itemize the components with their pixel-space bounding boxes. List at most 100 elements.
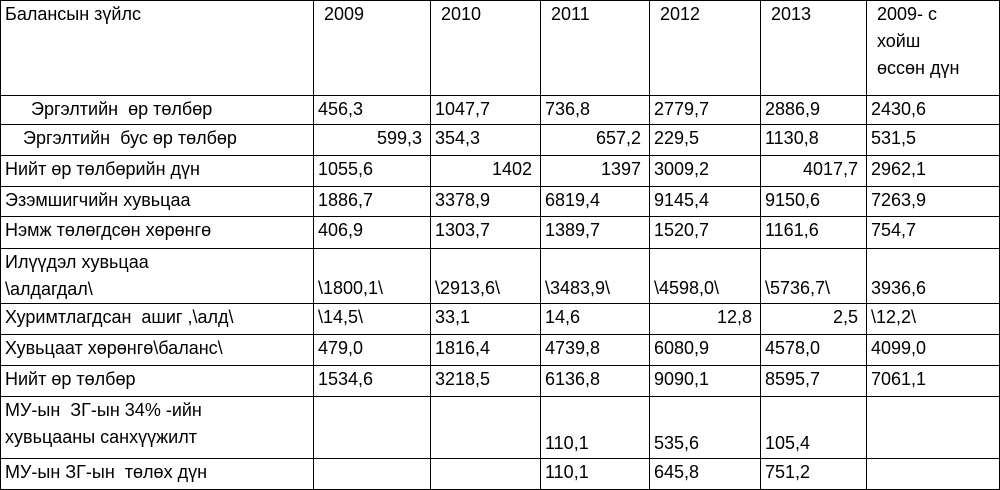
value-cell: 1816,4 [430, 334, 541, 366]
value-cell: 2886,9 [760, 95, 867, 125]
value-cell: 105,4 [760, 396, 867, 459]
cell-line: \алдагдал\ [5, 279, 93, 299]
value-cell: 1161,6 [760, 216, 867, 249]
value-cell: 479,0 [313, 334, 431, 366]
row-label: Эргэлтийн бус өр төлбөр [0, 124, 314, 156]
cell-line: хувьцааны санхүүжилт [5, 427, 197, 447]
value-cell: 1520,7 [649, 216, 761, 249]
value-cell: 1303,7 [430, 216, 541, 249]
cell-line: хойш [877, 31, 921, 51]
row-label: Хуримтлагдсан ашиг ,\алд\ [0, 303, 314, 335]
row-label: Илүүдэл хувьцаа \алдагдал\ [0, 248, 314, 304]
value-cell: 229,5 [649, 124, 761, 156]
value-cell [313, 458, 431, 490]
value-cell: 3009,2 [649, 155, 761, 187]
value-cell [430, 458, 541, 490]
row-label: Нийт өр төлбөрийн дүн [0, 155, 314, 187]
row-label: Нэмж төлөгдсөн хөрөнгө [0, 216, 314, 249]
value-cell: 535,6 [649, 396, 761, 459]
table-row: Эзэмшигчийн хувьцаа 1886,7 3378,9 6819,4 914… [0, 186, 1000, 217]
table-row: Илүүдэл хувьцаа \алдагдал\ \1800,1\ \2913,6… [0, 248, 1000, 304]
value-cell: 599,3 [313, 124, 431, 156]
table-row: Хуримтлагдсан ашиг ,\алд\ \14,5\ 33,1 14,6 1… [0, 303, 1000, 335]
header-cell: 2009 [313, 0, 431, 96]
value-cell: \5736,7\ [760, 248, 867, 304]
value-cell: 110,1 [540, 396, 650, 459]
value-cell: 9150,6 [760, 186, 867, 217]
value-cell: 2962,1 [866, 155, 1000, 187]
header-cell: 2012 [649, 0, 761, 96]
value-cell: 354,3 [430, 124, 541, 156]
table-row: МУ-ын ЗГ-ын төлөх дүн 110,1 645,8 751,2 [0, 458, 1000, 490]
value-cell: 754,7 [866, 216, 1000, 249]
value-cell: 9090,1 [649, 365, 761, 397]
value-cell: 1886,7 [313, 186, 431, 217]
table-row: Нийт өр төлбөр 1534,6 3218,5 6136,8 9090,1 85… [0, 365, 1000, 397]
value-cell: 110,1 [540, 458, 650, 490]
value-cell: 751,2 [760, 458, 867, 490]
value-cell: 1397 [540, 155, 650, 187]
value-cell: \4598,0\ [649, 248, 761, 304]
value-cell: 8595,7 [760, 365, 867, 397]
table-row: Хувьцаат хөрөнгө\баланс\ 479,0 1816,4 4739,… [0, 334, 1000, 366]
row-label: МУ-ын ЗГ-ын төлөх дүн [0, 458, 314, 490]
row-label: Хувьцаат хөрөнгө\баланс\ [0, 334, 314, 366]
row-label: МУ-ын ЗГ-ын 34% -ийн хувьцааны санхүүжилт [0, 396, 314, 459]
header-row: Балансын зүйлс 2009 2010 2011 2012 2013 2009- … [0, 0, 1000, 96]
table-row: Нийт өр төлбөрийн дүн 1055,6 1402 1397 3009,… [0, 155, 1000, 187]
value-cell: 14,6 [540, 303, 650, 335]
value-cell [430, 396, 541, 459]
value-cell: 6136,8 [540, 365, 650, 397]
value-cell: 2,5 [760, 303, 867, 335]
value-cell: \1800,1\ [313, 248, 431, 304]
value-cell: \12,2\ [866, 303, 1000, 335]
value-cell: 1402 [430, 155, 541, 187]
value-cell: 531,5 [866, 124, 1000, 156]
value-cell: 2779,7 [649, 95, 761, 125]
value-cell [866, 396, 1000, 459]
value-cell: 7061,1 [866, 365, 1000, 397]
value-cell: 406,9 [313, 216, 431, 249]
row-label: Эзэмшигчийн хувьцаа [0, 186, 314, 217]
value-cell: 657,2 [540, 124, 650, 156]
value-cell: 4017,7 [760, 155, 867, 187]
value-cell: 3936,6 [866, 248, 1000, 304]
value-cell: \3483,9\ [540, 248, 650, 304]
cell-line: 2009- с [877, 4, 938, 24]
value-cell: 12,8 [649, 303, 761, 335]
value-cell: \14,5\ [313, 303, 431, 335]
value-cell: 4578,0 [760, 334, 867, 366]
header-cell: 2010 [430, 0, 541, 96]
value-cell: 1389,7 [540, 216, 650, 249]
value-cell: 1534,6 [313, 365, 431, 397]
value-cell: \2913,6\ [430, 248, 541, 304]
table-row: Эргэлтийн бус өр төлбөр 599,3 354,3 657,2 22… [0, 124, 1000, 156]
value-cell: 33,1 [430, 303, 541, 335]
value-cell: 4739,8 [540, 334, 650, 366]
header-cell: 2013 [760, 0, 867, 96]
value-cell: 1055,6 [313, 155, 431, 187]
row-label: Нийт өр төлбөр [0, 365, 314, 397]
row-label: Эргэлтийн өр төлбөр [0, 95, 314, 125]
cell-line: өссөн дүн [877, 58, 960, 78]
value-cell: 7263,9 [866, 186, 1000, 217]
header-cell: 2011 [540, 0, 650, 96]
value-cell: 4099,0 [866, 334, 1000, 366]
value-cell: 9145,4 [649, 186, 761, 217]
value-cell: 6819,4 [540, 186, 650, 217]
value-cell: 1130,8 [760, 124, 867, 156]
value-cell [866, 458, 1000, 490]
value-cell: 3218,5 [430, 365, 541, 397]
table-row: Эргэлтийн өр төлбөр 456,3 1047,7 736,8 2779,… [0, 95, 1000, 125]
value-cell [313, 396, 431, 459]
value-cell: 1047,7 [430, 95, 541, 125]
value-cell: 3378,9 [430, 186, 541, 217]
header-cell: 2009- с хойш өссөн дүн [866, 0, 1000, 96]
cell-line: Илүүдэл хувьцаа [5, 252, 149, 272]
table-row: МУ-ын ЗГ-ын 34% -ийн хувьцааны санхүүжилт… [0, 396, 1000, 459]
value-cell: 456,3 [313, 95, 431, 125]
cell-line: МУ-ын ЗГ-ын 34% -ийн [5, 400, 202, 420]
